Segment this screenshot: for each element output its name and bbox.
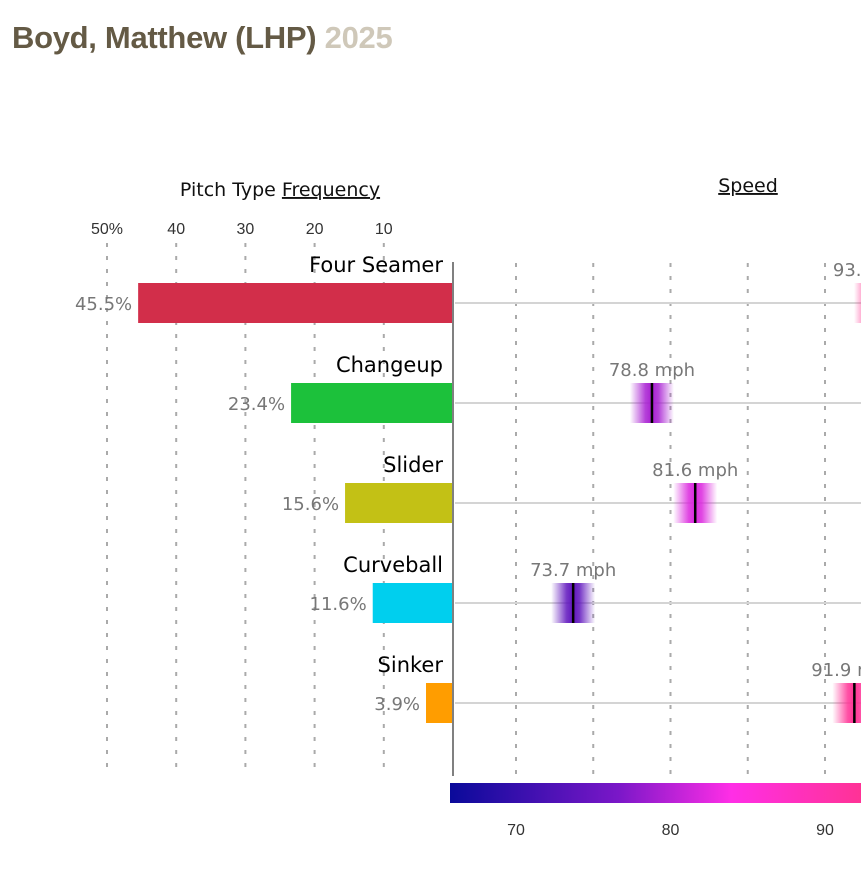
page-title: Boyd, Matthew (LHP) 2025 [12, 20, 393, 56]
frequency-value-label: 23.4% [228, 394, 285, 415]
speed-tick-label: 70 [507, 822, 525, 839]
pitch-row: Changeup 23.4% 78.8 mph [228, 353, 861, 423]
frequency-tick-label: 30 [237, 221, 255, 238]
pitch-type-label: Curveball [343, 553, 443, 577]
frequency-link[interactable]: Frequency [282, 179, 380, 201]
speed-band [832, 683, 861, 723]
speed-header-link[interactable]: Speed [718, 175, 778, 197]
frequency-bar [426, 683, 453, 723]
frequency-value-label: 3.9% [374, 694, 420, 715]
pitch-row: Four Seamer 45.5% 93.3 mph [75, 253, 861, 323]
frequency-tick-label: 40 [167, 221, 185, 238]
frequency-header-prefix: Pitch Type [180, 179, 282, 201]
pitch-type-label: Sinker [378, 653, 444, 677]
speed-value-label: 73.7 mph [530, 560, 616, 581]
frequency-tick-label: 50% [91, 221, 123, 238]
speed-tick-label: 90 [816, 822, 834, 839]
speed-value-label: 91.9 mph [811, 660, 861, 681]
speed-value-label: 93.3 mph [833, 260, 861, 281]
pitch-row: Slider 15.6% 81.6 mph [282, 453, 861, 523]
frequency-tick-label: 10 [375, 221, 393, 238]
frequency-header: Pitch Type Frequency [180, 179, 380, 201]
speed-value-label: 78.8 mph [609, 360, 695, 381]
speed-colorbar [450, 783, 861, 803]
frequency-value-label: 45.5% [75, 294, 132, 315]
speed-tick-label: 80 [662, 822, 680, 839]
frequency-tick-label: 20 [306, 221, 324, 238]
frequency-value-label: 15.6% [282, 494, 339, 515]
season-year: 2025 [324, 20, 393, 55]
player-name: Boyd, Matthew (LHP) [12, 20, 317, 55]
pitch-row: Curveball 11.6% 73.7 mph [310, 553, 861, 623]
pitch-row: Sinker 3.9% 91.9 mph [374, 653, 861, 723]
pitch-type-label: Changeup [336, 353, 443, 377]
frequency-bar [291, 383, 453, 423]
frequency-bar [372, 583, 453, 623]
speed-value-label: 81.6 mph [652, 460, 738, 481]
frequency-value-label: 11.6% [310, 594, 367, 615]
frequency-bar [345, 483, 453, 523]
pitch-type-label: Slider [383, 453, 443, 477]
speed-band [853, 283, 861, 323]
frequency-bar [138, 283, 453, 323]
pitch-type-label: Four Seamer [309, 253, 443, 277]
